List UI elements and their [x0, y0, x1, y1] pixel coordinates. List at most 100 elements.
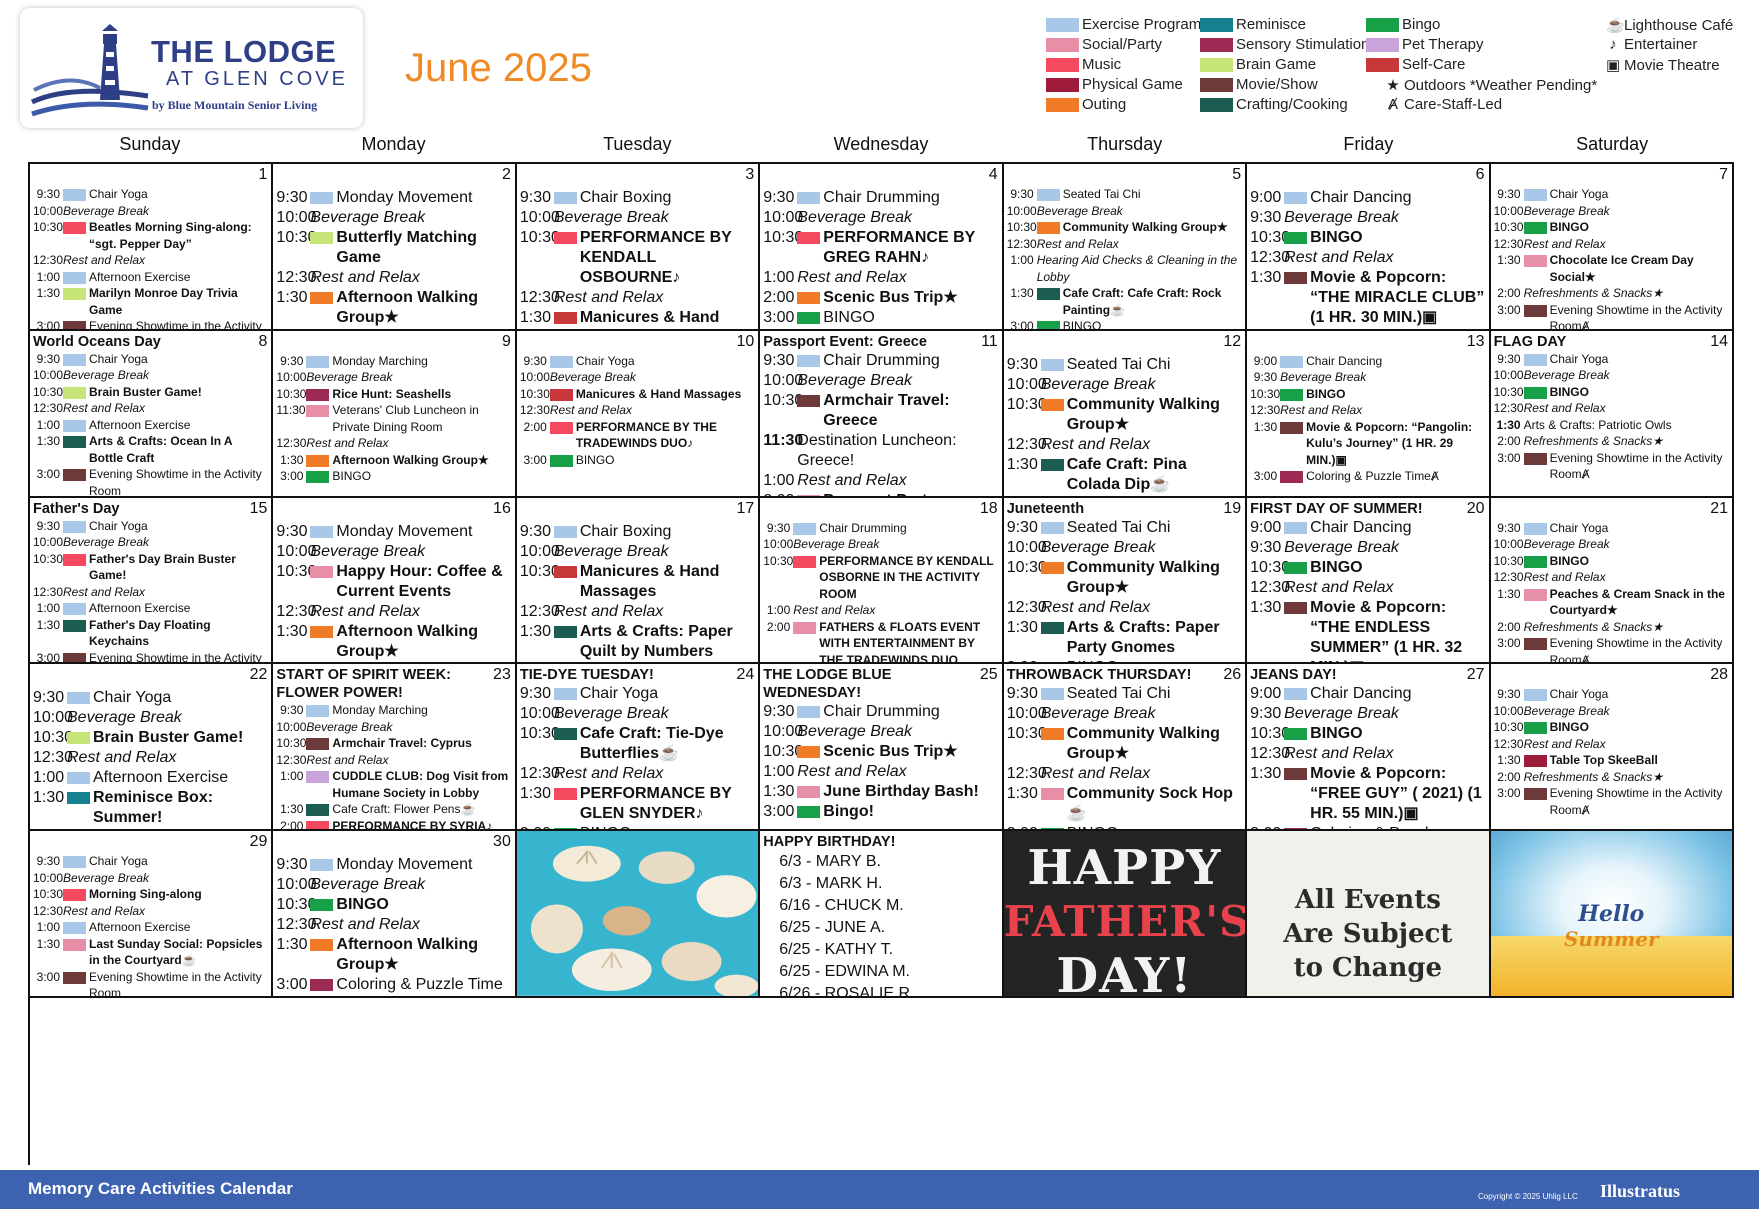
event-row: 9:30 Monday Movement [276, 188, 511, 208]
legend-label: Movie Theatre [1624, 56, 1720, 74]
day-cell: 23 START OF SPIRIT WEEK: FLOWER POWER! 9:3… [273, 664, 517, 832]
event-category-swatch [1280, 421, 1304, 434]
event-category-swatch [1523, 189, 1547, 201]
event-time: 1:30 [519, 785, 551, 803]
event-category-swatch [1036, 321, 1060, 329]
legend-item: Movie/Show [1200, 76, 1318, 93]
event-category-swatch [1523, 522, 1547, 535]
event-row: 1:30 Afternoon Walking Group★ [276, 452, 511, 469]
event-category-swatch [1040, 398, 1064, 411]
event-category-swatch [310, 625, 334, 638]
event-category-swatch [63, 971, 86, 984]
event-name: Rest and Relax [63, 401, 146, 416]
event-row: 10:00 Beverage Break [1007, 704, 1242, 724]
event-row: 2:00 Refreshments & Snacks★ [1494, 285, 1729, 302]
seashells-icon [516, 831, 759, 997]
event-category-swatch [553, 312, 577, 324]
event-name: Bingo! [823, 803, 874, 821]
event-name: Arts & Crafts: Paper Party Gnomes [1066, 618, 1220, 656]
event-name: Seated Tai Chi [1066, 685, 1171, 703]
event-category-swatch [1523, 588, 1547, 601]
event-name: Seated Tai Chi [1066, 355, 1171, 373]
event-list: 9:30 Seated Tai Chi 10:00 Beverage Break 10:… [1007, 684, 1242, 830]
event-row: 3:00 BINGO [520, 452, 755, 469]
legend-item: Reminisce [1200, 16, 1306, 33]
event-list: 9:30 Chair Drumming 10:00 Beverage Break 10:… [763, 188, 998, 328]
event-row: 1:00 Rest and Relax [763, 602, 998, 619]
event-category-swatch [1280, 355, 1304, 368]
event-name: Father's Day Floating Keychains [89, 617, 211, 649]
event-category-swatch [67, 692, 90, 705]
event-row: 10:00 Beverage Break [1007, 375, 1242, 395]
weekday-label: Tuesday [603, 134, 672, 154]
brand-name: THE LODGE [151, 34, 337, 69]
event-time: 12:30 [1250, 745, 1291, 763]
event-row: 3:00 Evening Showtime in the Activity Roo… [1494, 785, 1729, 818]
event-category-swatch [549, 421, 573, 434]
event-category-swatch [310, 292, 334, 304]
event-row: 1:00 Afternoon Exercise [33, 417, 268, 434]
day-number: 12 [1223, 332, 1242, 350]
event-time: 9:30 [1253, 370, 1278, 385]
event-name: Afternoon Walking Group★ [332, 452, 489, 467]
event-row: 1:00 Rest and Relax [763, 471, 998, 491]
legend-label: Physical Game [1082, 76, 1183, 93]
event-name: Cafe Craft: Tie-Dye Butterflies☕ [579, 725, 724, 763]
event-category-swatch [797, 192, 821, 204]
event-category-swatch [63, 652, 86, 663]
event-row: 12:30 Rest and Relax [1250, 744, 1485, 764]
event-time: 3:00 [276, 976, 308, 994]
event-name: Beverage Break [63, 870, 150, 885]
event-name: Beverage Break [63, 203, 150, 218]
day-number: 11 [981, 332, 998, 350]
event-time: 2:00 [280, 818, 304, 832]
event-category-swatch [306, 355, 330, 368]
legend-label: Exercise Program [1082, 16, 1202, 33]
day-cell: 24 TIE-DYE TUESDAY! 9:30 Chair Yoga 10:00 Bev… [516, 664, 761, 832]
event-category-swatch [63, 603, 86, 616]
month-title: June 2025 [405, 46, 592, 90]
birthday-cell: HAPPY BIRTHDAY! 6/3 - MARY B. 6/3 - MARK H… [760, 831, 1004, 999]
day-number: 9 [501, 332, 511, 350]
legend-swatch [1046, 77, 1079, 92]
event-name: BINGO [1549, 384, 1589, 399]
legend-swatch [1200, 37, 1233, 52]
event-time: 10:00 [763, 537, 794, 552]
event-time: 9:00 [1250, 685, 1282, 703]
event-name: Afternoon Exercise [93, 769, 229, 787]
event-name: BINGO [1549, 553, 1589, 568]
event-time: 1:30 [33, 789, 65, 807]
event-time: 12:30 [519, 765, 560, 783]
event-time: 9:30 [276, 856, 308, 874]
event-row: 10:30 Morning Sing-along [33, 886, 268, 903]
event-time: 10:30 [276, 736, 307, 751]
event-category-swatch [1523, 222, 1547, 234]
event-row: 10:30 Armchair Travel: Greece [763, 391, 998, 431]
event-time: 10:00 [33, 203, 64, 218]
event-row: 9:30 Chair Yoga [520, 353, 755, 370]
legend-item: Self-Care [1366, 56, 1465, 73]
event-name: PERFORMANCE BY GLEN SNYDER♪ [579, 785, 732, 823]
event-time: 9:30 [33, 689, 65, 707]
event-time: 1:00 [763, 471, 795, 489]
event-time: 10:30 [1006, 220, 1037, 234]
event-row: 10:30 Brain Buster Game! [33, 728, 268, 748]
event-time: 3:00 [763, 803, 795, 821]
legend-label: Lighthouse Café [1624, 16, 1734, 34]
fathers-day-text: HAPPY FATHER'S DAY! [1004, 841, 1245, 996]
event-row: 1:30 Community Sock Hop☕ [1007, 784, 1242, 824]
event-row: 9:00 Chair Dancing [1250, 188, 1485, 208]
event-time: 12:30 [519, 602, 560, 620]
event-time: 12:30 [33, 253, 64, 267]
day-cell: 22 9:30 Chair Yoga 10:00 Beverage Break 10:30… [30, 664, 274, 832]
event-row: 1:00 Afternoon Exercise [33, 768, 268, 788]
event-name: Rest and Relax [67, 749, 177, 767]
day-number: 15 [249, 499, 268, 517]
event-time: 10:00 [519, 705, 560, 723]
event-row: 10:30 BINGO [1250, 558, 1485, 578]
event-time: 1:00 [36, 601, 60, 616]
event-time: 10:00 [1006, 375, 1047, 393]
event-name: Rest and Relax [1523, 401, 1606, 416]
event-list: 9:30 Chair Yoga 10:00 Beverage Break 10:30 Be… [33, 186, 268, 329]
event-row: 10:30 Happy Hour: Coffee & Current Events [276, 562, 511, 602]
